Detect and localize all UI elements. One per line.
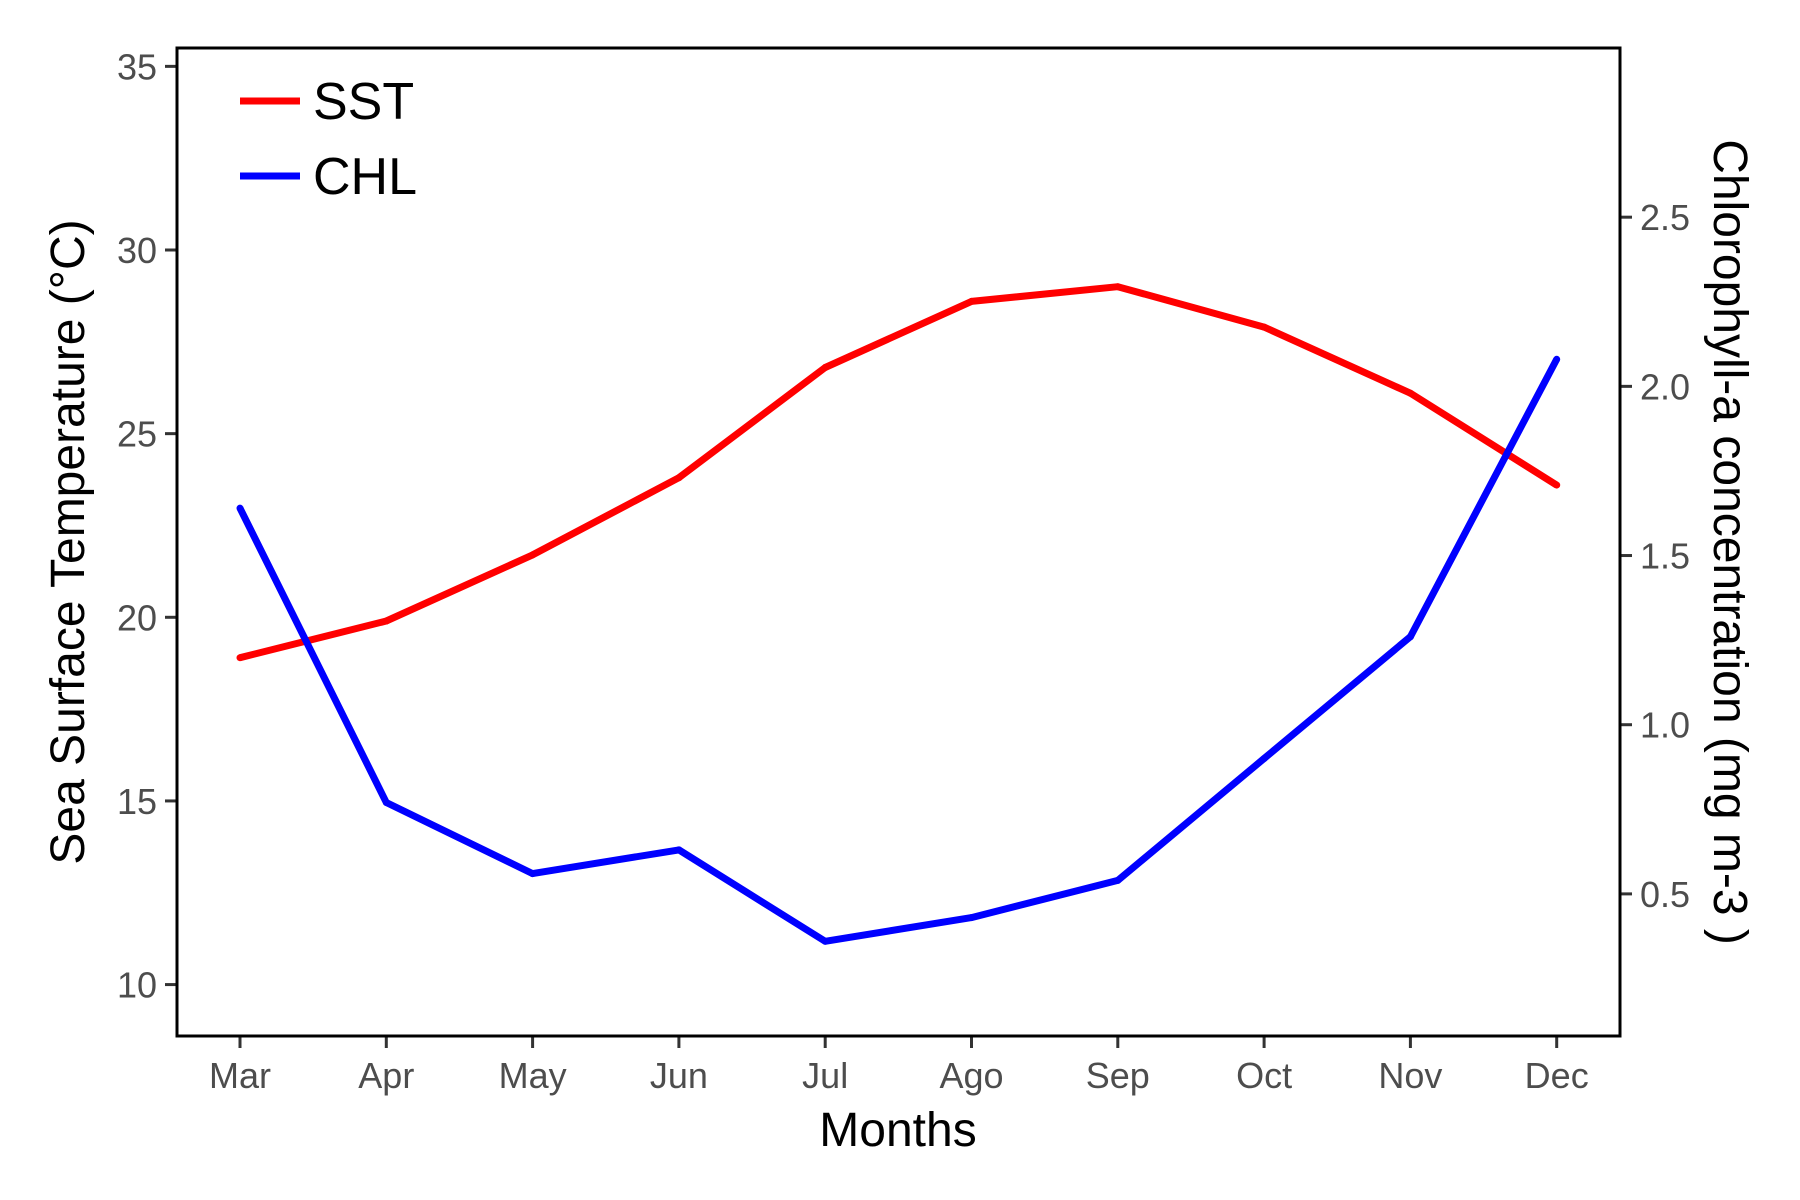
data-point-chl — [968, 914, 975, 922]
data-point-sst — [1114, 283, 1122, 291]
x-axis-ticks: Mar Apr May Jun Jul Ago Sep Oct Nov Dec — [209, 1036, 1589, 1096]
data-point-sst — [821, 364, 829, 372]
y-tick-label: 10 — [117, 965, 157, 1006]
data-point-chl — [675, 846, 683, 854]
y-tick-label: 30 — [117, 230, 157, 271]
series-line-sst — [239, 283, 1559, 662]
x-tick-label: Dec — [1525, 1055, 1589, 1096]
y-tick-label: 20 — [117, 597, 157, 638]
data-point-sst — [1553, 481, 1561, 489]
y2-axis-title: Chlorophyll-a concentration (mg m-3 ) — [1703, 139, 1756, 945]
legend-label-chl: CHL — [313, 148, 417, 206]
x-tick-label: Jun — [650, 1055, 708, 1096]
x-tick-label: Jul — [802, 1055, 848, 1096]
y2-axis-ticks: 0.5 1.0 1.5 2.0 2.5 — [1620, 197, 1690, 915]
y2-tick-label: 0.5 — [1640, 874, 1690, 915]
y2-tick-label: 2.0 — [1640, 366, 1690, 407]
plot-frame — [175, 46, 1622, 1038]
y-axis-title: Sea Surface Temperature (°C) — [42, 219, 95, 864]
data-point-chl — [821, 937, 829, 945]
legend: SST CHL — [240, 73, 417, 206]
y-tick-label: 25 — [117, 414, 157, 455]
y-tick-label: 35 — [117, 46, 157, 87]
x-tick-label: Sep — [1086, 1055, 1150, 1096]
data-point-sst — [382, 617, 390, 625]
data-point-sst — [529, 551, 537, 559]
data-point-chl — [382, 799, 390, 807]
data-point-chl — [1553, 355, 1561, 363]
data-point-chl — [1406, 633, 1414, 641]
data-point-sst — [968, 297, 975, 305]
y-tick-label: 15 — [117, 781, 157, 822]
legend-label-sst: SST — [313, 73, 414, 131]
data-point-chl — [1260, 755, 1268, 763]
x-tick-label: Mar — [209, 1055, 271, 1096]
data-point-sst — [675, 474, 683, 482]
series-line-chl — [236, 357, 1560, 945]
y2-tick-label: 2.5 — [1640, 197, 1690, 238]
x-axis-title: Months — [819, 1104, 976, 1157]
y-axis-ticks: 10 15 20 25 30 35 — [117, 46, 177, 1006]
y2-tick-label: 1.5 — [1640, 536, 1690, 577]
data-point-chl — [236, 504, 244, 512]
plot-marks — [236, 283, 1561, 945]
x-tick-label: Oct — [1236, 1055, 1292, 1096]
x-tick-label: Ago — [939, 1055, 1003, 1096]
x-tick-label: Apr — [358, 1055, 414, 1096]
data-point-sst — [1260, 323, 1268, 331]
data-point-sst — [236, 654, 244, 662]
data-point-chl — [1114, 876, 1122, 884]
y2-tick-label: 1.0 — [1640, 705, 1690, 746]
data-point-sst — [1406, 389, 1414, 397]
data-point-chl — [529, 870, 537, 878]
x-tick-label: May — [499, 1055, 567, 1096]
x-tick-label: Nov — [1378, 1055, 1442, 1096]
